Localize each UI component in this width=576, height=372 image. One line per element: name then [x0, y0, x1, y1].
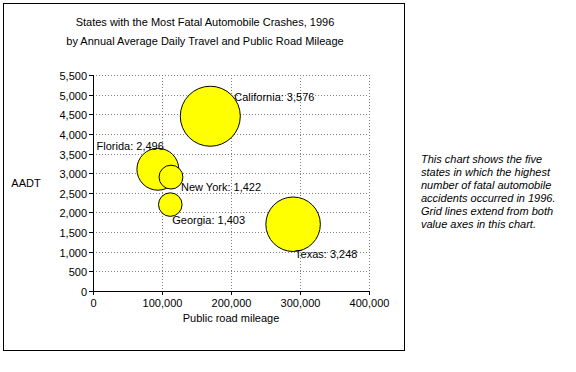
- x-tick-label: 0: [90, 297, 96, 309]
- y-tick-label: 2,500: [59, 188, 87, 200]
- bubble-labels: California: 3,576 Florida: 2,496 New York:…: [97, 91, 358, 260]
- annotation: number of fatal automobile: [421, 179, 551, 191]
- y-tick-label: 0: [81, 286, 87, 298]
- x-tick: [93, 291, 94, 295]
- title: by Annual Average Daily Travel and Publi…: [66, 35, 343, 47]
- y-tick: [89, 271, 93, 272]
- chart-frame: [4, 4, 405, 351]
- y-tick: [89, 193, 93, 194]
- y-tick: [89, 154, 93, 155]
- y-tick-label: 3,000: [59, 168, 87, 180]
- y-tick: [89, 252, 93, 253]
- bubble: [180, 86, 240, 146]
- y-tick-label: 5,000: [59, 90, 87, 102]
- bubble-label: New York: 1,422: [181, 181, 261, 193]
- grid-line: [93, 271, 369, 272]
- y-tick: [89, 173, 93, 174]
- x-tick: [162, 291, 163, 295]
- grid-line: [93, 193, 369, 194]
- bubble-label: Georgia: 1,403: [172, 214, 245, 226]
- y-tick: [89, 95, 93, 96]
- y-tick-label: 1,000: [59, 247, 87, 259]
- x-tick-label: 200,000: [212, 297, 252, 309]
- y-axis: [93, 75, 94, 292]
- y-tick: [89, 114, 93, 115]
- annotation: Grid lines extend from both: [421, 205, 553, 217]
- y-tick: [89, 212, 93, 213]
- y-tick-label: 4,000: [59, 129, 87, 141]
- grid-line: [369, 75, 370, 291]
- annotation: This chart shows the five: [421, 153, 542, 165]
- x-tick: [369, 291, 370, 295]
- y-tick-label: 500: [69, 266, 87, 278]
- grid-line: [93, 232, 369, 233]
- chart: States with the Most Fatal Automobile Cr…: [0, 0, 576, 372]
- y-tick: [89, 291, 93, 292]
- bubble-label: California: 3,576: [234, 91, 314, 103]
- grid-line: [93, 154, 369, 155]
- x-axis-label: Public road mileage: [183, 312, 280, 324]
- bubbles: [137, 86, 320, 251]
- y-tick-label: 4,500: [59, 109, 87, 121]
- x-tick-label: 300,000: [281, 297, 321, 309]
- x-tick-label: 100,000: [143, 297, 183, 309]
- y-tick: [89, 232, 93, 233]
- grid-line: [93, 173, 369, 174]
- annotation: value axes in this chart.: [421, 218, 536, 230]
- bubble: [266, 197, 320, 251]
- y-tick-label: 5,500: [59, 70, 87, 82]
- y-tick-label: 2,000: [59, 207, 87, 219]
- y-tick: [89, 75, 93, 76]
- bubble-label: Florida: 2,496: [97, 140, 164, 152]
- y-axis-label: AADT: [11, 177, 41, 189]
- bubble-label: Texas: 3,248: [295, 248, 357, 260]
- title: States with the Most Fatal Automobile Cr…: [76, 16, 335, 28]
- x-tick: [300, 291, 301, 295]
- y-tick-label: 3,500: [59, 149, 87, 161]
- grid-line: [93, 75, 94, 291]
- y-tick-label: 1,500: [59, 227, 87, 239]
- annotation: accidents occurred in 1996.: [421, 192, 556, 204]
- x-tick-label: 400,000: [350, 297, 390, 309]
- bubble: [159, 165, 183, 189]
- annotation: states in which the highest: [421, 166, 551, 178]
- y-tick: [89, 134, 93, 135]
- x-tick: [231, 291, 232, 295]
